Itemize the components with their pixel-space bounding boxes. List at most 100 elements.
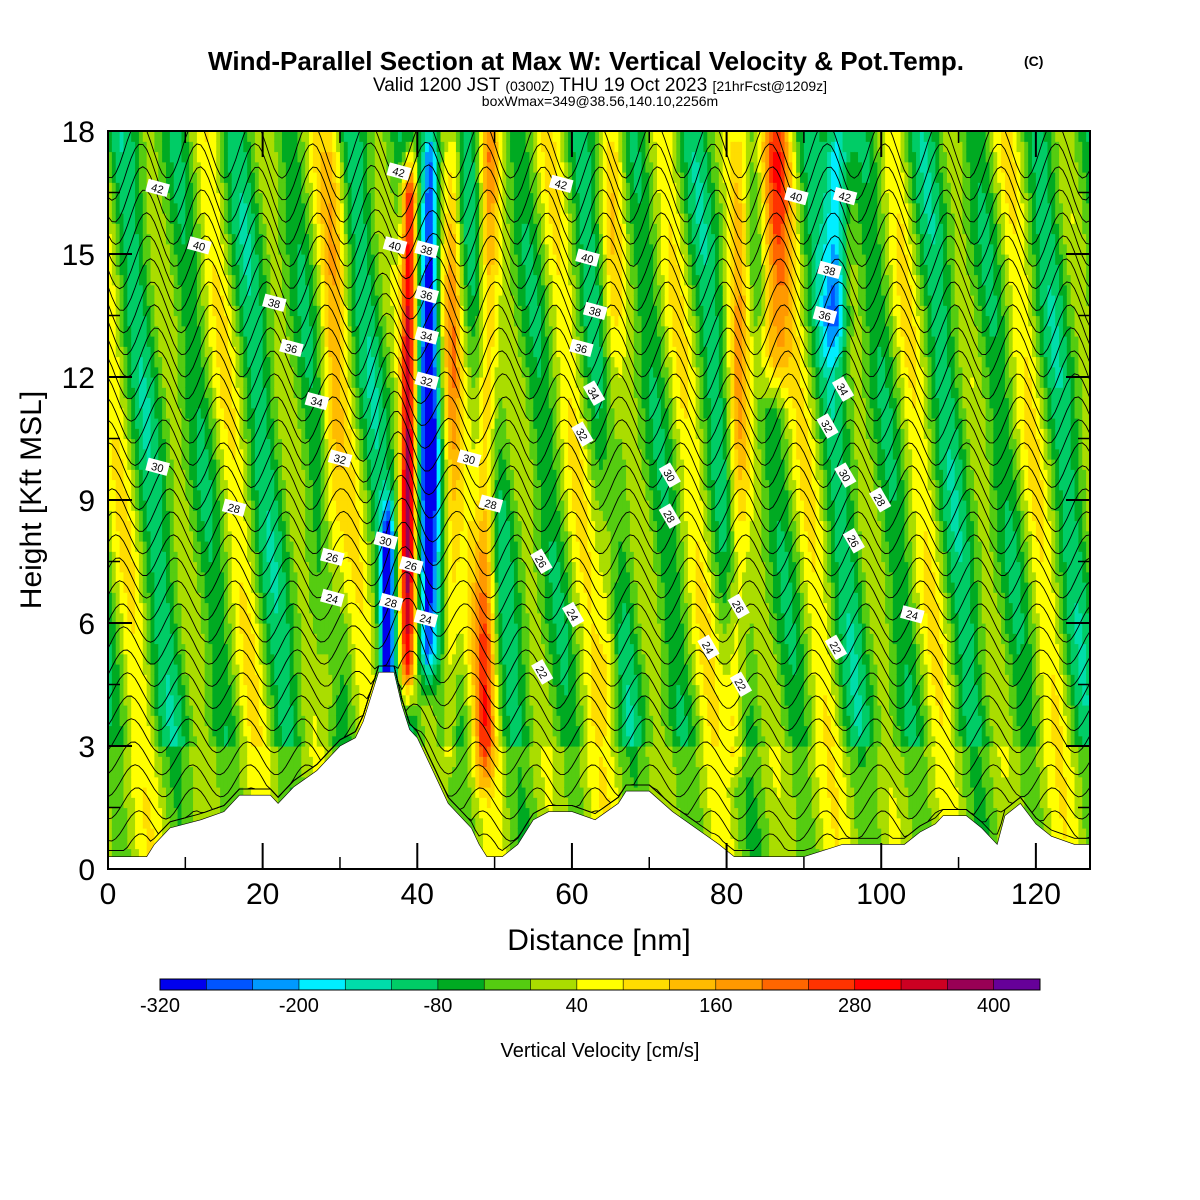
theta-contour-line — [108, 131, 1090, 179]
y-tick-label: 3 — [78, 731, 95, 764]
contour-label: 36 — [279, 338, 304, 357]
x-tick-label: 20 — [246, 878, 279, 911]
theta-contour-line — [108, 546, 1090, 621]
contour-label: 34 — [582, 380, 606, 406]
terrain-profile — [107, 671, 1091, 870]
theta-contour-line — [108, 252, 1090, 312]
contour-label: 34 — [831, 376, 855, 402]
theta-contours — [108, 131, 1090, 852]
contour-label: 34 — [304, 391, 330, 411]
contour-label: 24 — [900, 605, 925, 624]
theta-contour-line — [108, 474, 1090, 555]
x-axis-ticks: 0 20 40 60 80 100 120 — [100, 131, 1061, 911]
contour-label: 42 — [548, 174, 574, 193]
contour-label: 30 — [834, 462, 857, 488]
colorbar-frame — [159, 978, 1041, 991]
contour-label: 28 — [869, 486, 892, 513]
contour-label: 28 — [378, 592, 404, 612]
y-tick-label: 18 — [62, 116, 95, 149]
y-axis-label: Height [Kft MSL] — [15, 391, 48, 609]
y-tick-label: 9 — [78, 485, 95, 518]
colorbar-swatch — [901, 979, 948, 990]
colorbar-tick-label: -320 — [140, 995, 180, 1017]
colorbar-swatch — [576, 979, 624, 990]
colorbar-swatch — [206, 979, 254, 990]
x-axis-label: Distance [nm] — [507, 924, 690, 957]
y-tick-label: 6 — [78, 608, 95, 641]
colorbar-tick-label: 40 — [566, 995, 588, 1017]
contour-label: 32 — [414, 371, 440, 390]
contour-label: 32 — [571, 421, 594, 447]
colorbar-tick-label: 160 — [699, 995, 732, 1017]
colorbar-swatch — [993, 979, 1041, 990]
contour-label: 40 — [382, 236, 408, 255]
theta-contour-line — [108, 521, 1090, 599]
contour-label: 38 — [414, 240, 440, 259]
contour-label: 32 — [816, 413, 839, 439]
contour-label: 40 — [187, 236, 212, 255]
theta-contour-line — [108, 141, 1090, 201]
colorbar-swatch — [854, 979, 902, 990]
copyright-mark: (C) — [1024, 53, 1043, 69]
chart-subtitle: Valid 1200 JST (0300Z) THU 19 Oct 2023 [… — [373, 75, 827, 96]
x-tick-label: 0 — [100, 878, 117, 911]
contour-label: 28 — [658, 503, 681, 529]
theta-contour-line — [108, 272, 1090, 334]
theta-contour-line — [108, 430, 1090, 511]
y-tick-label: 12 — [62, 362, 95, 395]
theta-contour-line — [108, 230, 1090, 290]
colorbar-swatch — [669, 979, 717, 990]
contour-label: 32 — [327, 449, 353, 468]
contour-label: 28 — [221, 498, 247, 517]
contour-label: 30 — [456, 449, 482, 468]
theta-contour-line — [108, 351, 1090, 422]
colorbar-label: Vertical Velocity [cm/s] — [501, 1040, 700, 1062]
contour-label: 30 — [145, 457, 170, 476]
contour-label: 26 — [320, 547, 345, 567]
contour-label: 30 — [658, 462, 681, 488]
colorbar-swatch — [484, 979, 531, 990]
contour-label: 42 — [386, 162, 412, 181]
contour-label: 24 — [413, 609, 439, 628]
terrain — [107, 671, 1091, 870]
theta-contour-line — [108, 332, 1090, 400]
x-tick-label: 60 — [555, 878, 588, 911]
x-tick-label: 80 — [710, 878, 743, 911]
colorbar: -320 -200 -80 40 160 280 400 — [140, 978, 1041, 1017]
contour-label: 42 — [145, 178, 170, 198]
contour-label: 22 — [729, 671, 753, 698]
contour-label: 42 — [832, 186, 858, 206]
y-tick-label: 0 — [78, 854, 95, 887]
chart-title: Wind-Parallel Section at Max W: Vertical… — [208, 46, 964, 76]
theta-contour-line — [108, 665, 1090, 754]
colorbar-tick-label: 280 — [838, 995, 871, 1017]
colorbar-swatch — [715, 979, 763, 990]
contour-label: 24 — [562, 601, 585, 628]
theta-contour-line — [108, 164, 1090, 223]
contour-label: 24 — [697, 634, 720, 661]
colorbar-tick-label: 400 — [977, 995, 1010, 1017]
colorbar-swatch — [762, 979, 809, 990]
theta-contour-line — [108, 312, 1090, 378]
contour-label: 36 — [414, 285, 440, 304]
theta-contour-line — [108, 390, 1090, 467]
colorbar-swatch — [947, 979, 995, 990]
colorbar-swatch — [298, 979, 346, 990]
colorbar-tick-label: -80 — [423, 995, 452, 1017]
contour-label: 40 — [575, 248, 600, 267]
theta-contour-line — [108, 497, 1090, 577]
colorbar-swatch — [808, 979, 856, 990]
theta-contour-line — [108, 623, 1090, 687]
contour-label: 26 — [727, 593, 750, 620]
contour-label: 26 — [842, 527, 865, 554]
contour-label: 26 — [398, 555, 424, 575]
theta-contour-line — [108, 410, 1090, 489]
theta-contour-line — [108, 371, 1090, 444]
theta-contour-line — [108, 187, 1090, 246]
theta-contour-line — [108, 665, 1090, 798]
theta-contour-line — [108, 665, 1090, 732]
theta-contour-line — [108, 571, 1090, 643]
contour-label: 30 — [373, 531, 399, 550]
